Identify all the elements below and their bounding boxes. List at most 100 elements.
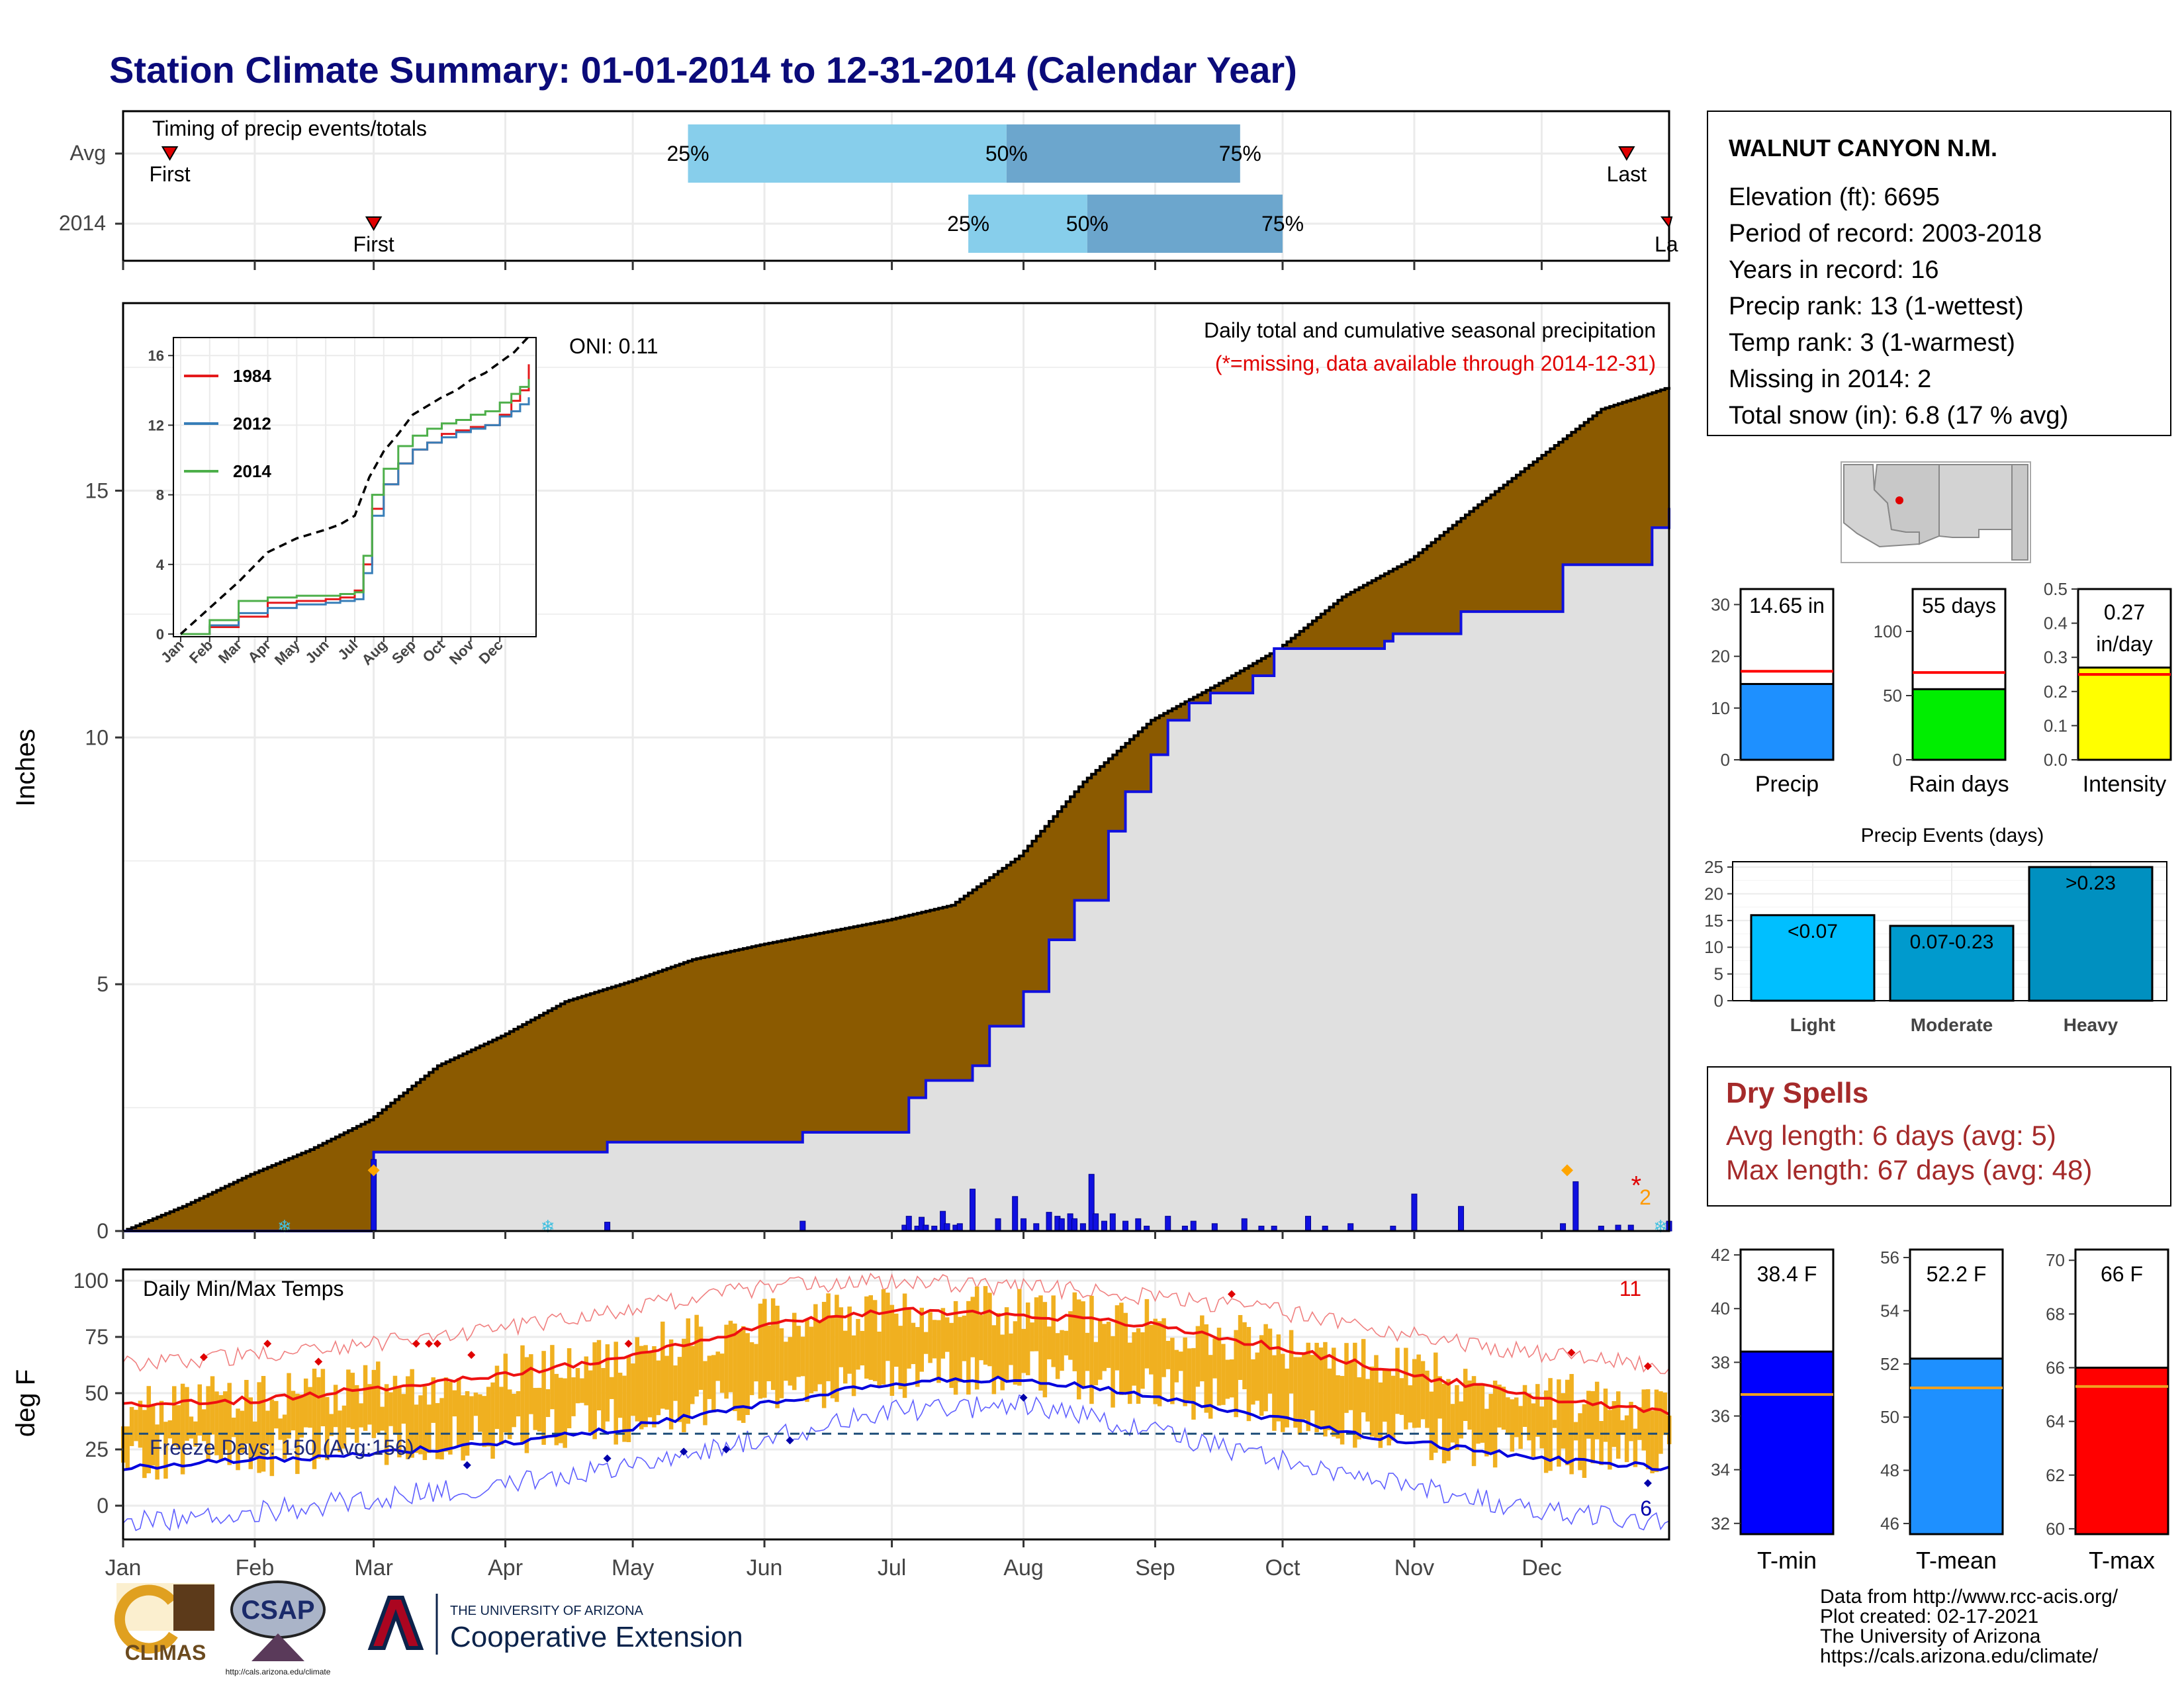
record-high-marker (425, 1340, 433, 1348)
daily-precip-bar (944, 1223, 950, 1232)
daily-temp-bar (1089, 1295, 1094, 1404)
daily-temp-bar (448, 1382, 453, 1455)
first-event-label: First (149, 162, 190, 186)
temp-summary-y-tick-label: 54 (1880, 1301, 1899, 1320)
climas-logo: CLIMAS (114, 1583, 214, 1665)
month-label: Jun (747, 1555, 783, 1580)
timing-p25-label: 25% (667, 142, 709, 165)
daily-temp-bar (320, 1369, 326, 1426)
daily-temp-bar (715, 1351, 720, 1381)
daily-temp-bar (1111, 1336, 1115, 1408)
daily-temp-bar (295, 1393, 300, 1475)
daily-temp-bar (252, 1421, 257, 1457)
daily-temp-bar (473, 1393, 478, 1416)
daily-precip-bar (1211, 1223, 1218, 1232)
daily-temp-bar (469, 1396, 474, 1441)
csap-url: http://cals.arizona.edu/climate (226, 1667, 331, 1676)
daily-temp-bar (1599, 1421, 1604, 1465)
temp-count-bottom: 6 (1640, 1496, 1652, 1520)
timing-label: Timing of precip events/totals (152, 116, 427, 140)
daily-precip-bar (995, 1218, 1001, 1232)
summary-bars: 14.65 in 0 10 20 30 Precip 55 days 0 50 100 Rain d… (1711, 579, 2172, 797)
events-y-tick-label: 25 (1704, 857, 1723, 877)
temp-summary-label: T-mean (1916, 1547, 1997, 1574)
daily-temp-bar (163, 1422, 168, 1479)
daily-temp-bar (1242, 1322, 1247, 1390)
daily-temp-bar (486, 1387, 491, 1447)
daily-temp-bar (257, 1382, 261, 1473)
daily-temp-bar (1318, 1347, 1324, 1430)
daily-temp-bar (1480, 1385, 1485, 1443)
daily-temp-bar (185, 1387, 189, 1441)
avg-min-line (122, 1375, 1670, 1471)
daily-temp-bar (719, 1353, 725, 1393)
ua-logo: THE UNIVERSITY OF ARIZONA Cooperative Ex… (367, 1594, 743, 1655)
daily-temp-bar (1004, 1307, 1009, 1381)
daily-temp-bar (499, 1387, 504, 1445)
daily-temp-bar (291, 1391, 296, 1431)
daily-temp-bar (724, 1324, 729, 1399)
daily-temp-bar (414, 1404, 419, 1453)
daily-temp-bar (817, 1320, 822, 1385)
daily-temp-bar (269, 1399, 275, 1477)
daily-temp-bar (1357, 1377, 1362, 1440)
daily-temp-bar (1552, 1420, 1557, 1428)
daily-temp-bar (762, 1299, 767, 1398)
daily-temp-bar (596, 1340, 602, 1410)
daily-temp-bar (1425, 1370, 1430, 1428)
daily-temp-bar (1259, 1335, 1264, 1416)
daily-temp-bar (571, 1377, 576, 1416)
footer-line: https://cals.arizona.edu/climate/ (1820, 1645, 2099, 1667)
inset-x-tick-label: Dec (476, 637, 506, 667)
record-max-line (122, 1272, 1670, 1375)
daily-temp-bar (138, 1400, 143, 1448)
daily-temp-bar (1212, 1338, 1217, 1379)
daily-temp-bar (265, 1410, 270, 1445)
daily-temp-bar (673, 1365, 678, 1401)
daily-temp-bar (575, 1368, 580, 1404)
record-min-line (122, 1394, 1670, 1531)
daily-temp-bar (431, 1377, 435, 1423)
event-bar-moderate (1889, 925, 2015, 1002)
daily-temp-bar (1161, 1318, 1166, 1377)
record-high-marker (199, 1353, 208, 1361)
observed-cumulative-area (123, 508, 1669, 1231)
inset-x-tick-label: Mar (215, 637, 246, 667)
avg-max-line (122, 1306, 1670, 1416)
footer-credits: Data from http://www.rcc-acis.org/ Plot … (1820, 1586, 2118, 1667)
daily-temp-bar (524, 1357, 529, 1453)
inset-series-2014 (181, 379, 530, 635)
daily-temp-bar (155, 1424, 159, 1480)
record-high-marker (433, 1340, 441, 1348)
daily-temp-bar (176, 1405, 181, 1448)
daily-temp-bar (1251, 1359, 1255, 1405)
daily-temp-bar (439, 1398, 444, 1460)
summary-y-tick-label: 100 (1874, 621, 1902, 641)
daily-temp-bar (868, 1295, 873, 1380)
daily-temp-bar (614, 1342, 618, 1445)
daily-temp-bar (1437, 1376, 1442, 1419)
daily-temp-bar (643, 1345, 648, 1428)
daily-temp-bar (1637, 1407, 1642, 1440)
precip-y-tick-label: 0 (97, 1219, 109, 1243)
daily-temp-bar (622, 1375, 627, 1442)
daily-temp-bar (494, 1365, 500, 1430)
daily-temp-bar (1569, 1374, 1574, 1475)
summary-y-tick-label: 0.3 (2044, 647, 2068, 667)
summary-bar-precip (1739, 682, 1835, 761)
daily-temp-bar (1586, 1391, 1591, 1439)
daily-temp-bar (1229, 1359, 1234, 1398)
inset-x-tick-label: May (271, 636, 303, 668)
daily-temp-bar (860, 1330, 865, 1366)
daily-temp-bar (461, 1395, 465, 1461)
daily-temp-bar (142, 1410, 147, 1479)
daily-temp-bar (410, 1369, 414, 1458)
month-label: Nov (1394, 1555, 1434, 1580)
daily-temp-bar (1302, 1353, 1306, 1420)
daily-temp-bar (210, 1376, 215, 1435)
daily-temp-bar (422, 1386, 428, 1461)
event-bar-value-label: 0.07-0.23 (1910, 931, 1994, 953)
daily-temp-bar (1072, 1292, 1077, 1371)
timing-row-avg-label: Avg (69, 141, 106, 165)
summary-y-tick-label: 20 (1711, 647, 1730, 666)
